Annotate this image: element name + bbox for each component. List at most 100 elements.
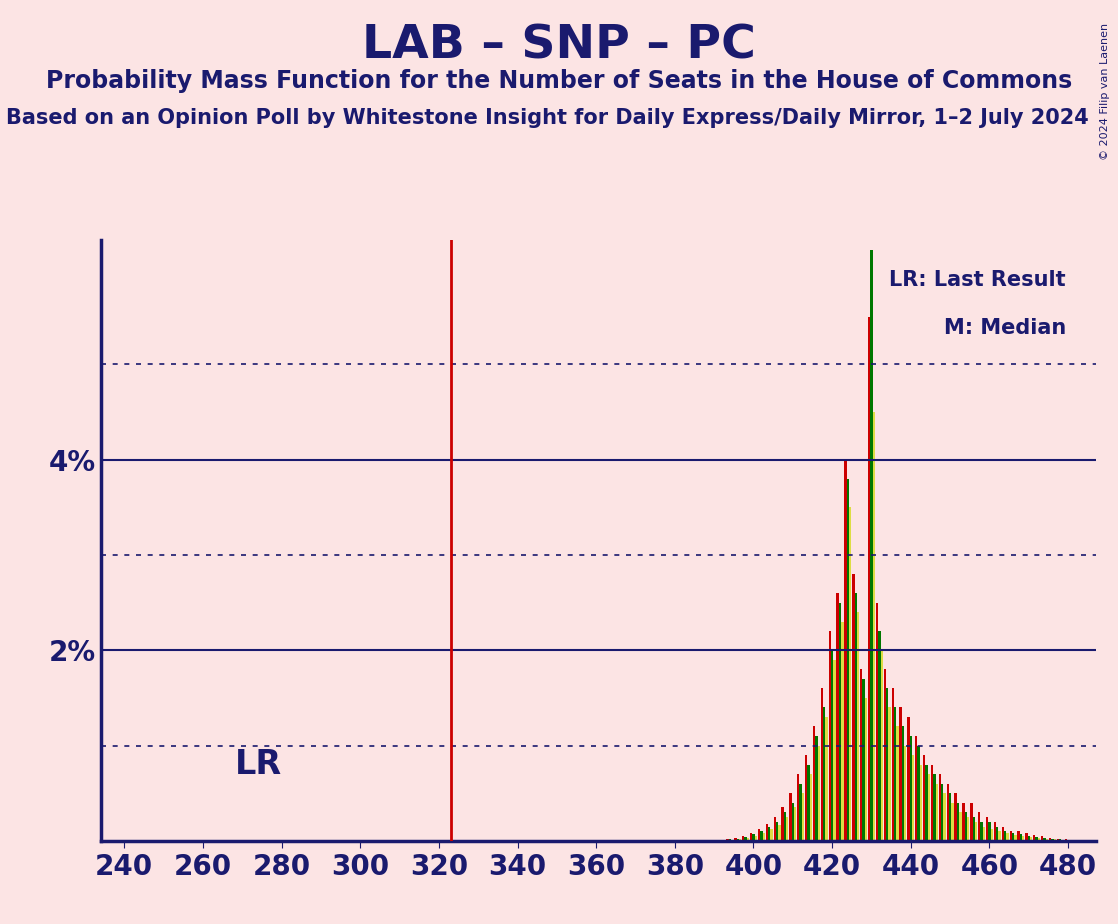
Bar xyxy=(936,784,938,841)
Bar xyxy=(823,708,825,841)
Bar xyxy=(807,764,809,841)
Bar xyxy=(821,688,823,841)
Bar xyxy=(887,688,889,841)
Text: © 2024 Filip van Laenen: © 2024 Filip van Laenen xyxy=(1100,23,1110,160)
Bar xyxy=(899,708,902,841)
Bar xyxy=(854,593,856,841)
Bar xyxy=(934,774,936,841)
Bar xyxy=(838,602,841,841)
Bar xyxy=(770,830,773,841)
Bar xyxy=(768,827,770,841)
Bar xyxy=(897,726,899,841)
Bar xyxy=(926,764,928,841)
Bar xyxy=(729,839,731,841)
Bar xyxy=(951,803,954,841)
Bar xyxy=(1072,840,1074,841)
Bar xyxy=(1059,839,1061,841)
Bar xyxy=(778,824,780,841)
Bar xyxy=(1057,839,1059,841)
Bar xyxy=(1022,836,1024,841)
Bar xyxy=(831,650,833,841)
Bar xyxy=(750,833,752,841)
Bar xyxy=(789,793,792,841)
Text: LAB – SNP – PC: LAB – SNP – PC xyxy=(362,23,756,68)
Bar xyxy=(731,840,733,841)
Bar xyxy=(1038,838,1040,841)
Bar xyxy=(781,808,784,841)
Bar xyxy=(1049,838,1051,841)
Bar xyxy=(883,669,887,841)
Bar xyxy=(846,479,849,841)
Bar xyxy=(923,755,926,841)
Bar xyxy=(1002,827,1004,841)
Bar xyxy=(1010,832,1012,841)
Bar xyxy=(1043,838,1045,841)
Bar xyxy=(904,746,907,841)
Bar xyxy=(805,755,807,841)
Bar xyxy=(856,612,860,841)
Bar xyxy=(792,803,794,841)
Bar xyxy=(998,832,1001,841)
Bar xyxy=(994,821,996,841)
Text: Based on an Opinion Poll by Whitestone Insight for Daily Express/Daily Mirror, 1: Based on an Opinion Poll by Whitestone I… xyxy=(6,108,1088,128)
Bar xyxy=(774,817,776,841)
Bar xyxy=(719,840,721,841)
Bar xyxy=(991,830,993,841)
Bar xyxy=(910,736,912,841)
Bar xyxy=(852,574,854,841)
Bar xyxy=(928,774,930,841)
Bar xyxy=(912,755,915,841)
Bar xyxy=(1067,840,1069,841)
Bar xyxy=(815,736,817,841)
Bar xyxy=(916,736,918,841)
Bar xyxy=(965,812,967,841)
Bar xyxy=(931,764,934,841)
Bar xyxy=(752,834,755,841)
Bar xyxy=(1030,837,1032,841)
Bar xyxy=(947,784,949,841)
Bar xyxy=(784,812,786,841)
Bar xyxy=(758,830,760,841)
Bar xyxy=(957,803,959,841)
Bar xyxy=(975,821,977,841)
Bar xyxy=(799,784,802,841)
Bar xyxy=(1017,832,1020,841)
Bar xyxy=(889,708,891,841)
Bar xyxy=(873,412,875,841)
Bar xyxy=(986,817,988,841)
Bar xyxy=(941,784,944,841)
Bar xyxy=(794,808,796,841)
Bar xyxy=(735,838,737,841)
Bar xyxy=(849,507,852,841)
Text: Probability Mass Function for the Number of Seats in the House of Commons: Probability Mass Function for the Number… xyxy=(46,69,1072,93)
Text: LR: Last Result: LR: Last Result xyxy=(889,270,1065,290)
Bar xyxy=(955,793,957,841)
Bar xyxy=(973,817,975,841)
Bar xyxy=(878,631,881,841)
Bar xyxy=(776,821,778,841)
Bar xyxy=(894,708,897,841)
Bar xyxy=(870,249,873,841)
Bar xyxy=(802,793,804,841)
Bar xyxy=(817,746,819,841)
Bar xyxy=(920,764,922,841)
Bar xyxy=(836,593,838,841)
Bar xyxy=(755,836,757,841)
Bar xyxy=(1014,835,1016,841)
Bar xyxy=(988,821,991,841)
Bar xyxy=(1061,840,1064,841)
Bar xyxy=(996,827,998,841)
Bar xyxy=(737,839,739,841)
Bar xyxy=(809,774,812,841)
Bar xyxy=(891,688,894,841)
Bar xyxy=(747,838,749,841)
Bar xyxy=(760,832,762,841)
Bar xyxy=(1033,835,1035,841)
Bar xyxy=(959,812,961,841)
Bar xyxy=(967,817,969,841)
Bar xyxy=(862,679,865,841)
Bar xyxy=(833,660,835,841)
Bar xyxy=(963,803,965,841)
Bar xyxy=(1006,833,1008,841)
Bar xyxy=(786,817,788,841)
